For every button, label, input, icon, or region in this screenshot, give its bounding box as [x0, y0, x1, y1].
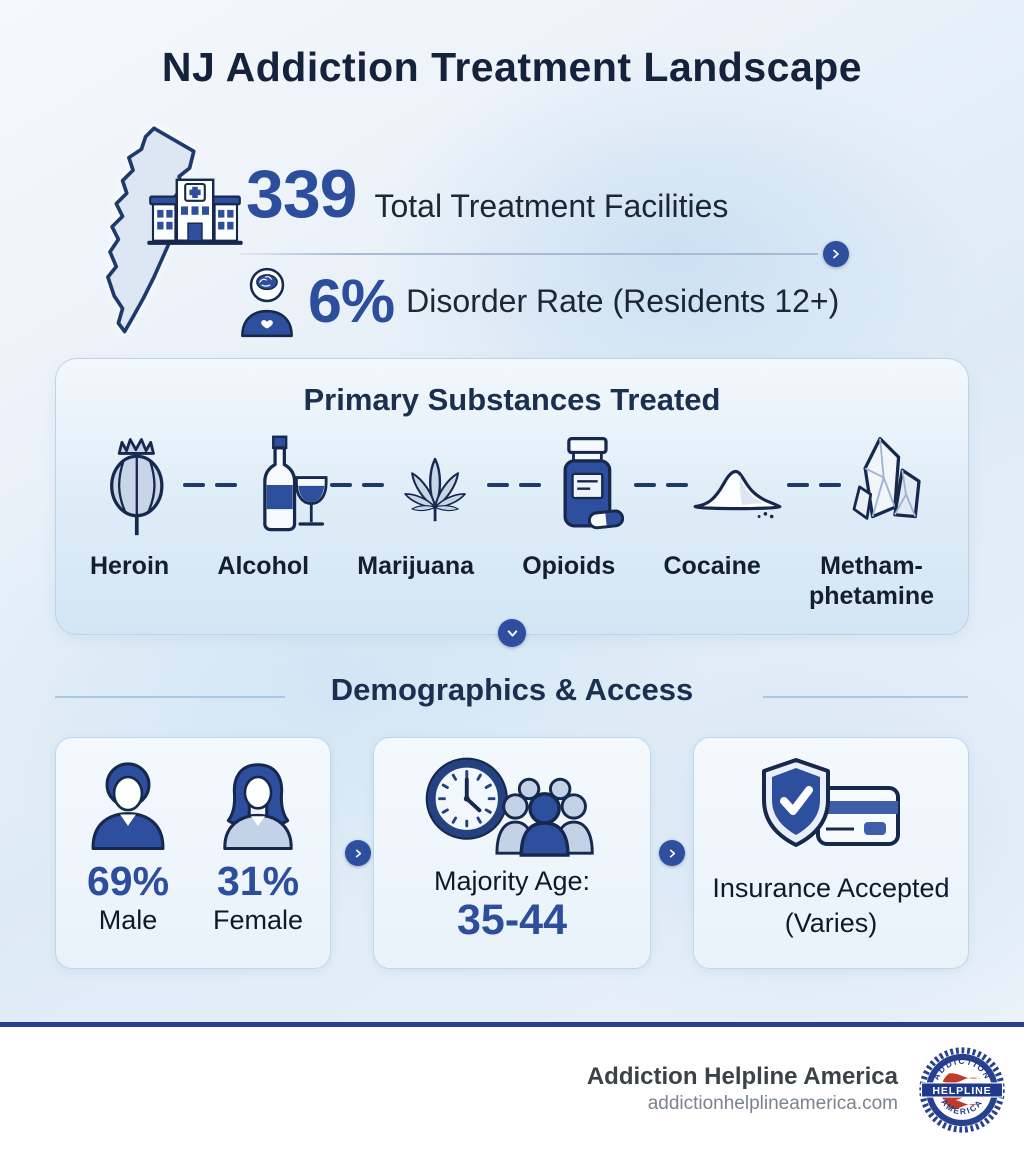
chevron-right-button[interactable]	[659, 840, 685, 866]
facilities-stat: 339 Total Treatment Facilities	[246, 160, 728, 228]
female-stat: 31% Female	[210, 756, 306, 936]
substance-label-cocaine: Cocaine	[663, 552, 761, 580]
pill-bottle-capsule-icon	[563, 436, 624, 530]
disorder-label: Disorder Rate (Residents 12+)	[406, 282, 840, 319]
substance-label-heroin: Heroin	[90, 552, 170, 580]
poppy-pod-icon	[109, 438, 164, 536]
connector	[633, 483, 688, 487]
substance-label-alcohol: Alcohol	[217, 552, 310, 580]
insurance-label: Insurance Accepted (Varies)	[712, 871, 949, 941]
substances-card: Primary Substances Treated	[55, 358, 969, 635]
brand-website[interactable]: addictionhelplineamerica.com	[647, 1092, 898, 1114]
demographics-title: Demographics & Access	[330, 672, 694, 707]
substances-title: Primary Substances Treated	[303, 382, 721, 417]
female-value: 31%	[216, 858, 300, 904]
facilities-value: 339	[246, 156, 357, 232]
substance-label-methamphetamine: Metham- phetamine	[808, 552, 935, 610]
chevron-down-icon	[507, 629, 517, 637]
hospital-building-icon	[147, 178, 243, 245]
age-label: Majority Age:	[433, 866, 591, 896]
footer	[0, 1027, 1024, 1154]
insurance-label-line2: (Varies)	[784, 908, 878, 939]
footer-divider-bar	[0, 1022, 1024, 1027]
chevron-right-button[interactable]	[345, 840, 371, 866]
female-label: Female	[212, 905, 304, 936]
substance-label-opioids: Opioids	[522, 552, 616, 580]
heading-rule-left	[55, 696, 285, 698]
chevron-right-icon	[669, 848, 675, 858]
shield-creditcard-icon	[762, 758, 900, 847]
wine-bottle-glass-icon	[263, 435, 328, 532]
gender-card: 69% Male 31% Female	[55, 737, 331, 969]
chevron-right-button[interactable]	[823, 241, 849, 267]
chevron-down-button[interactable]	[498, 619, 526, 647]
substances-label-row: Heroin Alcohol Marijuana Opioids Cocaine…	[56, 552, 968, 611]
insurance-label-line1: Insurance Accepted	[712, 873, 950, 903]
substance-label-marijuana: Marijuana	[357, 552, 474, 580]
male-label: Male	[98, 905, 158, 936]
facilities-label: Total Treatment Facilities	[374, 188, 729, 224]
disorder-stat: 6% Disorder Rate (Residents 12+)	[238, 264, 839, 338]
connector	[486, 483, 541, 487]
connector	[330, 483, 385, 487]
person-brain-icon	[241, 267, 293, 338]
clock-people-icon	[425, 757, 594, 857]
chevron-right-icon	[833, 249, 839, 259]
substances-icon-row	[56, 428, 968, 542]
male-stat: 69% Male	[80, 756, 176, 936]
connector	[183, 483, 238, 487]
badge-banner-text: HELPLINE	[932, 1085, 991, 1097]
brand-block: Addiction Helpline America addictionhelp…	[587, 1063, 898, 1115]
page-title: NJ Addiction Treatment Landscape	[161, 44, 863, 90]
powder-pile-icon	[693, 469, 782, 519]
crystals-icon	[852, 436, 921, 520]
brand-name: Addiction Helpline America	[586, 1063, 898, 1090]
heading-rule-right	[763, 696, 968, 698]
helpline-seal-logo: ADDICTION AMERICA HELPLINE	[919, 1047, 1005, 1133]
chevron-right-icon	[355, 848, 361, 858]
disorder-value: 6%	[308, 266, 395, 335]
age-value: 35-44	[457, 896, 567, 944]
male-value: 69%	[86, 858, 170, 904]
insurance-card: Insurance Accepted (Varies)	[693, 737, 969, 969]
age-card: Majority Age: 35-44	[373, 737, 651, 969]
hero-divider	[240, 253, 818, 255]
male-person-icon	[91, 762, 165, 851]
connector	[786, 483, 841, 487]
cannabis-leaf-icon	[403, 457, 468, 522]
female-person-icon	[223, 763, 293, 851]
